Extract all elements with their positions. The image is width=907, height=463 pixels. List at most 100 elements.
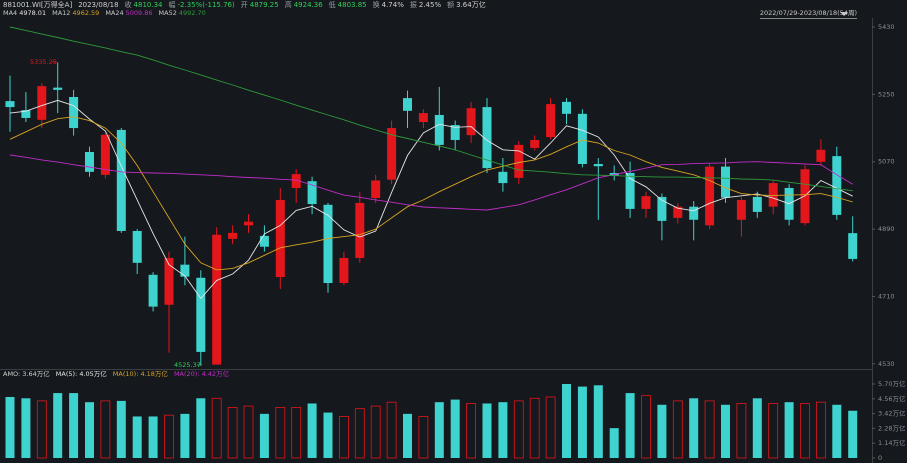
field-label: 幅 — [168, 1, 176, 9]
volume-bar — [641, 395, 651, 459]
candle-body — [530, 140, 540, 148]
volume-legend-item: MA(5): 4.05万亿 — [55, 370, 107, 378]
plot-area: 4530 4710 4890 5070 5250 5430 0 1.14万亿 2.28万亿 3.4… — [0, 23, 906, 462]
volume-bar — [243, 405, 254, 459]
field-label: 高 — [284, 1, 292, 9]
y-tick-label: 4710 — [878, 293, 895, 301]
quote-field: 额 3.64万亿 — [447, 0, 486, 10]
field-value: 2.45% — [418, 1, 442, 9]
volume-bar — [625, 393, 635, 458]
volume-bar — [259, 413, 269, 458]
candle-body — [387, 128, 397, 180]
volume-bar — [370, 405, 381, 459]
ma-name: MA4 — [3, 9, 18, 17]
field-value: 4924.36 — [293, 1, 323, 9]
candle-body — [355, 202, 365, 258]
quote-field: 低 4803.85 — [329, 0, 367, 10]
ma-legend-item: MA24 5009.86 — [105, 9, 152, 18]
volume-bar — [562, 384, 571, 458]
candle-body — [403, 98, 412, 111]
volume-bar — [593, 385, 603, 458]
volume-bar — [832, 404, 842, 458]
candle-body — [816, 149, 826, 162]
field-value: 4879.25 — [249, 1, 279, 9]
candle-body — [848, 233, 858, 259]
volume-bar — [657, 404, 667, 458]
ma-value: 4978.01 — [19, 9, 47, 17]
candle-body — [768, 183, 778, 207]
quote-field: 振 2.45% — [410, 0, 441, 10]
range-dropdown[interactable] — [840, 12, 848, 16]
quote-field: 开 4879.25 — [241, 0, 279, 10]
header: 881001.WI[万得全A] 2023/08/18 收 4810.34 幅 -2.35%… — [3, 0, 486, 10]
ma-value: 5009.86 — [125, 9, 153, 17]
volume-tick-label: 0 — [878, 454, 882, 462]
candle-body — [307, 181, 317, 205]
volume-tick-label: 5.70万亿 — [878, 379, 906, 388]
field-value: 4803.85 — [337, 1, 367, 9]
volume-tick-label: 3.42万亿 — [878, 409, 906, 418]
candle-body — [323, 204, 333, 284]
candle-body — [132, 230, 142, 263]
quote-field: 幅 -2.35%(-115.76) — [169, 0, 235, 10]
candle-body — [721, 166, 730, 198]
candle-body — [164, 257, 174, 305]
candle-body — [434, 114, 444, 145]
candle-body — [37, 86, 47, 120]
field-value: 4.74% — [381, 1, 404, 9]
volume-bar — [482, 403, 492, 458]
volume-bar — [721, 404, 730, 458]
volume-bar — [816, 401, 826, 459]
candle-body — [53, 87, 63, 90]
volume-bar — [132, 416, 142, 458]
quote-field: 高 4924.36 — [285, 0, 323, 10]
volume-bar — [196, 398, 206, 458]
volume-bar — [784, 402, 794, 458]
candle-body — [498, 171, 508, 184]
volume-bar — [323, 412, 333, 458]
volume-bar — [800, 403, 810, 459]
ma-value: 4962.59 — [72, 9, 100, 17]
volume-bar — [227, 406, 238, 459]
candle-body — [832, 156, 842, 215]
volume-legend-item: MA(20): 4.42万亿 — [173, 370, 230, 378]
field-label: 开 — [240, 1, 248, 9]
ma-line — [9, 154, 853, 211]
candle-body — [180, 264, 190, 277]
volume-bar — [672, 400, 683, 459]
volume-bar — [466, 403, 477, 459]
volume-bar — [36, 400, 47, 459]
volume-bar — [275, 406, 286, 459]
y-tick-label: 4890 — [878, 225, 895, 233]
ma-legend-item: MA52 4992.70 — [159, 9, 206, 18]
volume-bar — [848, 410, 858, 458]
field-label: 收 — [124, 1, 132, 9]
y-tick-label: 5430 — [878, 23, 895, 31]
ma-legend-item: MA4 4978.01 — [3, 9, 46, 18]
low-annotation: 4525.37 — [174, 361, 201, 369]
candle-body — [244, 221, 253, 226]
volume-bar — [513, 400, 524, 459]
candle-body — [100, 134, 110, 175]
volume-legend-item: AMO: 3.64万亿 — [3, 370, 50, 378]
volume-bar — [180, 413, 190, 458]
date-range[interactable]: 2022/07/29-2023/08/18(54周) — [759, 9, 857, 19]
candle-body — [291, 174, 301, 188]
candle-body — [21, 110, 31, 118]
field-value: 3.64万亿 — [456, 1, 486, 9]
volume-legend-item: MA(10): 4.18万亿 — [112, 370, 168, 378]
field-label: 低 — [328, 1, 336, 9]
y-tick-label: 5070 — [878, 158, 895, 166]
symbol: 881001.WI[万得全A] — [3, 1, 73, 9]
candle-body — [275, 199, 285, 278]
volume-bar — [704, 400, 715, 459]
field-value: 4810.34 — [133, 1, 163, 9]
volume-bar — [21, 398, 31, 458]
volume-legend: AMO: 3.64万亿 MA(5): 4.05万亿 MA(10): 4.18万亿 MA… — [3, 370, 229, 379]
volume-bar — [752, 398, 762, 458]
date: 2023/08/18 — [78, 1, 119, 9]
candle-body — [657, 196, 667, 221]
ma-line — [9, 116, 853, 271]
